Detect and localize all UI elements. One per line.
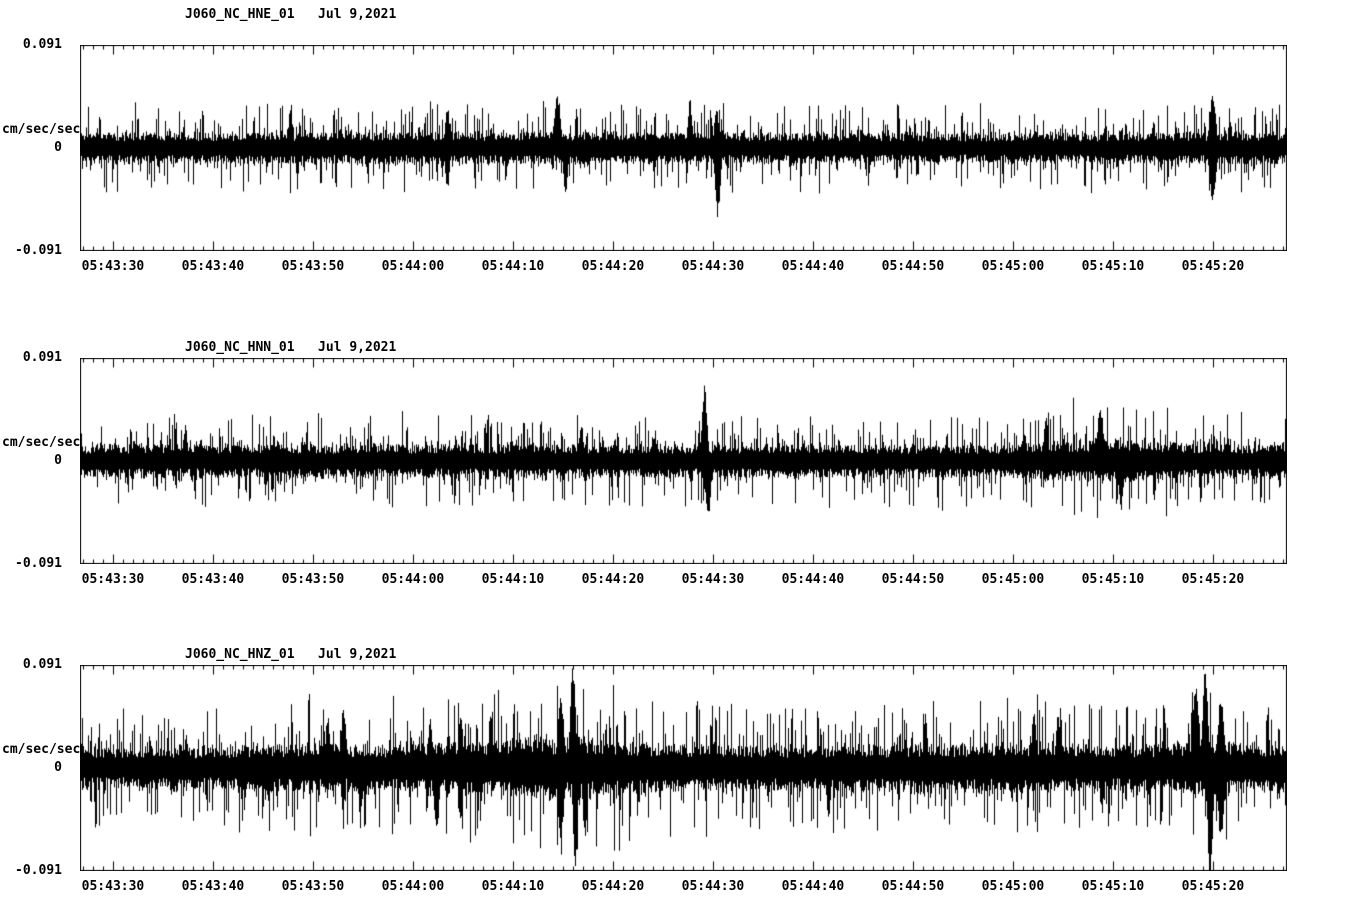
x-axis-labels-hne: 05:43:30 05:43:40 05:43:50 05:44:00 05:44:10… [80,259,1287,275]
x-tick-label: 05:44:10 [481,259,545,274]
y-max-label-hne: 0.091 [22,37,62,52]
panel-title-hnn: J060_NC_HNN_01 Jul 9,2021 [185,340,397,355]
x-tick-label: 05:43:50 [281,259,345,274]
x-tick-label: 05:45:00 [981,572,1045,587]
x-tick-label: 05:44:20 [581,259,645,274]
x-tick-label: 05:43:30 [81,259,145,274]
y-min-label-hnz: -0.091 [15,863,62,878]
x-tick-label: 05:43:40 [181,879,245,894]
y-axis-unit-hnz: cm/sec/sec [2,742,81,757]
panel-title-hne: J060_NC_HNE_01 Jul 9,2021 [185,7,397,22]
x-tick-label: 05:44:20 [581,879,645,894]
y-axis-unit-hnn: cm/sec/sec [2,435,81,450]
x-tick-label: 05:44:10 [481,879,545,894]
plot-area-hnz [80,665,1287,871]
seismogram-canvas-hnz [80,665,1287,871]
x-tick-label: 05:44:00 [381,879,445,894]
y-max-label-hnn: 0.091 [22,350,62,365]
panel-title-hnz: J060_NC_HNZ_01 Jul 9,2021 [185,647,397,662]
x-tick-label: 05:45:10 [1081,879,1145,894]
x-tick-label: 05:44:20 [581,572,645,587]
x-tick-label: 05:44:00 [381,572,445,587]
x-tick-label: 05:43:50 [281,879,345,894]
y-zero-label-hnn: 0 [54,453,62,468]
y-min-label-hnn: -0.091 [15,556,62,571]
x-tick-label: 05:44:40 [781,572,845,587]
x-tick-label: 05:45:10 [1081,259,1145,274]
x-tick-label: 05:43:50 [281,572,345,587]
y-zero-label-hnz: 0 [54,760,62,775]
x-tick-label: 05:44:10 [481,572,545,587]
x-tick-label: 05:43:30 [81,879,145,894]
x-tick-label: 05:45:20 [1181,259,1245,274]
x-axis-labels-hnn: 05:43:30 05:43:40 05:43:50 05:44:00 05:44:10… [80,572,1287,588]
y-axis-unit-hne: cm/sec/sec [2,122,81,137]
x-tick-label: 05:45:20 [1181,572,1245,587]
x-tick-label: 05:44:50 [881,879,945,894]
x-tick-label: 05:43:40 [181,259,245,274]
x-tick-label: 05:45:00 [981,259,1045,274]
x-tick-label: 05:44:40 [781,259,845,274]
x-tick-label: 05:45:20 [1181,879,1245,894]
x-tick-label: 05:44:30 [681,879,745,894]
y-max-label-hnz: 0.091 [22,657,62,672]
y-zero-label-hne: 0 [54,140,62,155]
x-tick-label: 05:44:00 [381,259,445,274]
x-tick-label: 05:44:50 [881,572,945,587]
x-tick-label: 05:44:30 [681,572,745,587]
x-tick-label: 05:43:30 [81,572,145,587]
seismogram-canvas-hne [80,45,1287,251]
x-tick-label: 05:43:40 [181,572,245,587]
seismogram-canvas-hnn [80,358,1287,564]
x-tick-label: 05:45:10 [1081,572,1145,587]
y-min-label-hne: -0.091 [15,243,62,258]
x-axis-labels-hnz: 05:43:30 05:43:40 05:43:50 05:44:00 05:44:10… [80,879,1287,895]
x-tick-label: 05:44:40 [781,879,845,894]
x-tick-label: 05:44:30 [681,259,745,274]
x-tick-label: 05:44:50 [881,259,945,274]
plot-area-hne [80,45,1287,251]
plot-area-hnn [80,358,1287,564]
x-tick-label: 05:45:00 [981,879,1045,894]
